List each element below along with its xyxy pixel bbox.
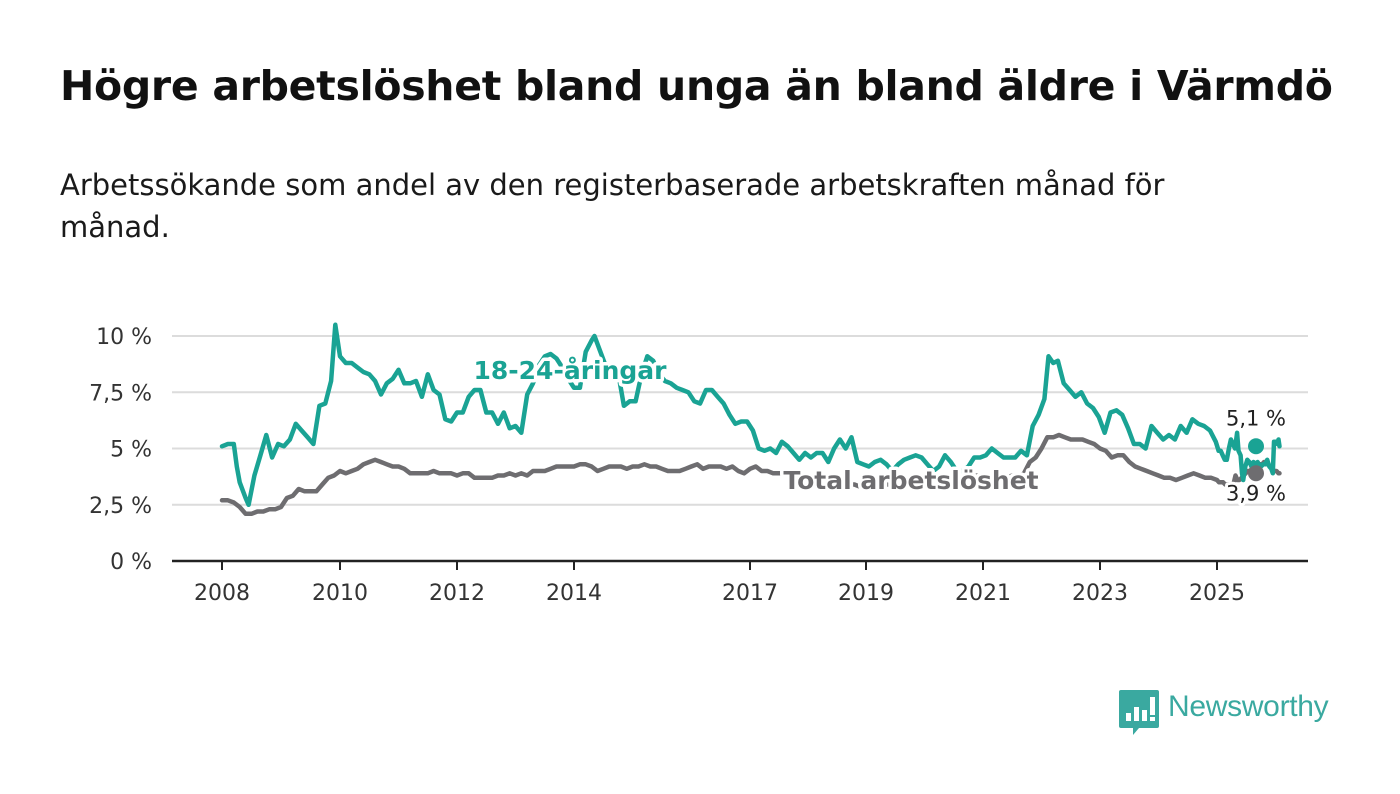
- x-tick-label: 2023: [1072, 581, 1128, 606]
- y-tick-label: 5 %: [110, 438, 152, 463]
- chart-subtitle: Arbetssökande som andel av den registerb…: [60, 168, 1165, 244]
- series-end-label: 3,9 %: [1226, 481, 1286, 505]
- series-label-youth: 18-24-åringar: [474, 356, 668, 385]
- x-tick-label: 2019: [838, 581, 894, 606]
- y-axis-tick-labels: 0 % 2,5 % 5 % 7,5 % 10 %: [89, 325, 152, 575]
- series-lines: [219, 322, 1282, 517]
- x-tick-label: 2025: [1189, 581, 1245, 606]
- x-tick-label: 2012: [429, 581, 485, 606]
- y-tick-label: 10 %: [96, 325, 152, 350]
- x-tick-label: 2014: [546, 581, 602, 606]
- series-labels: 5,1 % 3,9 % 18-24-åringar Total arbetslöshe…: [470, 353, 1289, 509]
- newsworthy-brand-name: Newsworthy: [1168, 690, 1329, 723]
- series-end-marker: [1248, 465, 1264, 482]
- series-label-total: Total arbetslöshet: [783, 466, 1038, 495]
- y-tick-label: 2,5 %: [89, 494, 152, 519]
- x-tick-label: 2021: [955, 581, 1011, 606]
- series-line-total: [219, 432, 1282, 517]
- x-axis: 2008 2010 2012 2014 2017 2019 2021 2023 2025: [172, 559, 1308, 606]
- series-end-label: 5,1 %: [1226, 406, 1286, 430]
- series-line-youth: [219, 322, 1282, 508]
- series-end-marker: [1248, 438, 1264, 455]
- x-tick-label: 2010: [312, 581, 368, 606]
- gridlines: [172, 335, 1308, 506]
- x-tick-label: 2008: [194, 581, 250, 606]
- chart-title: Högre arbetslöshet bland unga än bland ä…: [60, 62, 1333, 110]
- x-tick-label: 2017: [722, 581, 778, 606]
- y-tick-label: 0 %: [110, 550, 152, 575]
- newsworthy-logo-icon: [1119, 690, 1159, 735]
- y-tick-label: 7,5 %: [89, 381, 152, 406]
